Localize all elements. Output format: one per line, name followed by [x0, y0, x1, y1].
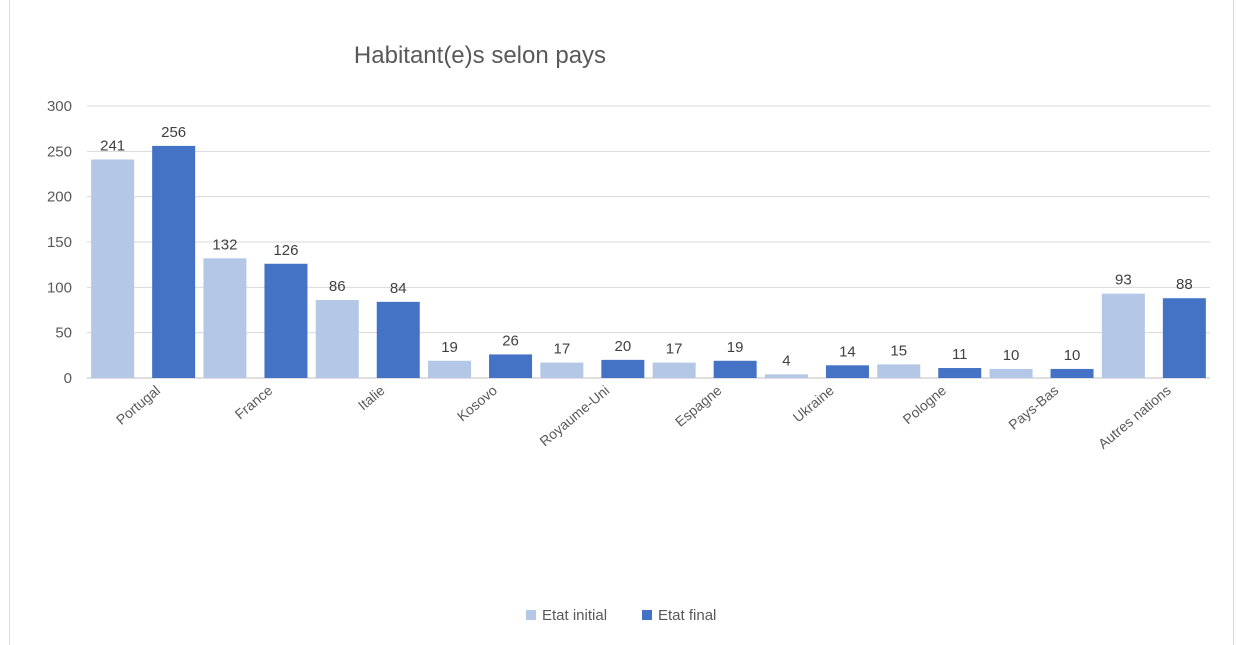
- bar-etat-initial: [428, 360, 472, 378]
- bar-etat-final: [713, 360, 757, 378]
- bar-etat-final: [825, 365, 869, 378]
- data-label: 19: [441, 339, 458, 356]
- x-axis-labels: Portugal France Italie Kosovo Royaume-Uni Esp…: [113, 382, 1174, 452]
- data-label: 17: [666, 341, 683, 358]
- x-tick-label: Italie: [355, 382, 388, 413]
- chart-frame: [9, 0, 1234, 645]
- x-tick-label: Portugal: [113, 382, 163, 428]
- legend-label: Etat final: [658, 607, 716, 624]
- bar-etat-final: [489, 354, 533, 378]
- data-label: 126: [273, 242, 298, 259]
- data-label: 19: [727, 339, 744, 356]
- data-label: 20: [615, 338, 632, 355]
- legend-swatch: [526, 610, 536, 620]
- data-label: 132: [212, 236, 237, 253]
- data-labels: 241 256 132 126 86 84 19 26 17 20 17 19 4 14 15 11 10 10 9…: [100, 124, 1193, 369]
- data-label: 84: [390, 280, 407, 297]
- bar-etat-final: [264, 263, 308, 378]
- bar-etat-final: [1162, 298, 1206, 378]
- bar-etat-final: [938, 368, 982, 378]
- y-tick-label: 300: [47, 98, 72, 115]
- y-tick-label: 50: [55, 325, 72, 342]
- y-tick-label: 200: [47, 189, 72, 206]
- data-label: 4: [782, 352, 790, 369]
- legend-swatch: [642, 610, 652, 620]
- x-tick-label: Pays-Bas: [1005, 382, 1061, 433]
- bar-etat-final: [601, 359, 645, 378]
- x-tick-label: Royaume-Uni: [536, 382, 612, 449]
- bar-etat-initial: [203, 258, 247, 378]
- data-label: 17: [554, 341, 571, 358]
- x-tick-label: Kosovo: [454, 382, 500, 424]
- y-tick-label: 150: [47, 234, 72, 251]
- data-label: 26: [502, 332, 519, 349]
- bar-etat-final: [376, 301, 420, 378]
- y-tick-label: 100: [47, 279, 72, 296]
- bar-etat-initial: [877, 364, 921, 378]
- gridlines: [87, 105, 1210, 379]
- data-label: 10: [1064, 347, 1081, 364]
- data-label: 15: [890, 342, 907, 359]
- data-label: 11: [952, 346, 968, 363]
- y-tick-label: 250: [47, 143, 72, 160]
- legend-label: Etat initial: [542, 607, 607, 624]
- bar-etat-initial: [652, 362, 696, 378]
- y-tick-label: 0: [64, 370, 72, 387]
- data-label: 241: [100, 137, 125, 154]
- data-label: 93: [1115, 272, 1132, 289]
- x-tick-label: Pologne: [900, 382, 950, 427]
- x-tick-label: Ukraine: [790, 382, 837, 425]
- bar-etat-initial: [1101, 293, 1145, 378]
- x-tick-label: Espagne: [672, 382, 725, 430]
- data-label: 86: [329, 278, 346, 295]
- data-label: 256: [161, 124, 186, 141]
- bar-etat-initial: [540, 362, 584, 378]
- bars: [91, 145, 1206, 378]
- x-tick-label: France: [232, 382, 276, 422]
- bar-etat-final: [1050, 368, 1094, 378]
- y-axis-ticks: 0 50 100 150 200 250 300: [47, 98, 72, 387]
- data-label: 88: [1176, 276, 1193, 293]
- bar-etat-initial: [315, 300, 359, 378]
- data-label: 14: [839, 343, 856, 360]
- bar-etat-final: [152, 145, 196, 378]
- bar-etat-initial: [91, 159, 135, 378]
- legend: Etat initial Etat final: [526, 607, 716, 624]
- bar-etat-initial: [989, 368, 1033, 378]
- chart-title: Habitant(e)s selon pays: [354, 42, 606, 69]
- x-tick-label: Autres nations: [1095, 382, 1174, 452]
- data-label: 10: [1003, 347, 1020, 364]
- bar-etat-initial: [764, 374, 808, 378]
